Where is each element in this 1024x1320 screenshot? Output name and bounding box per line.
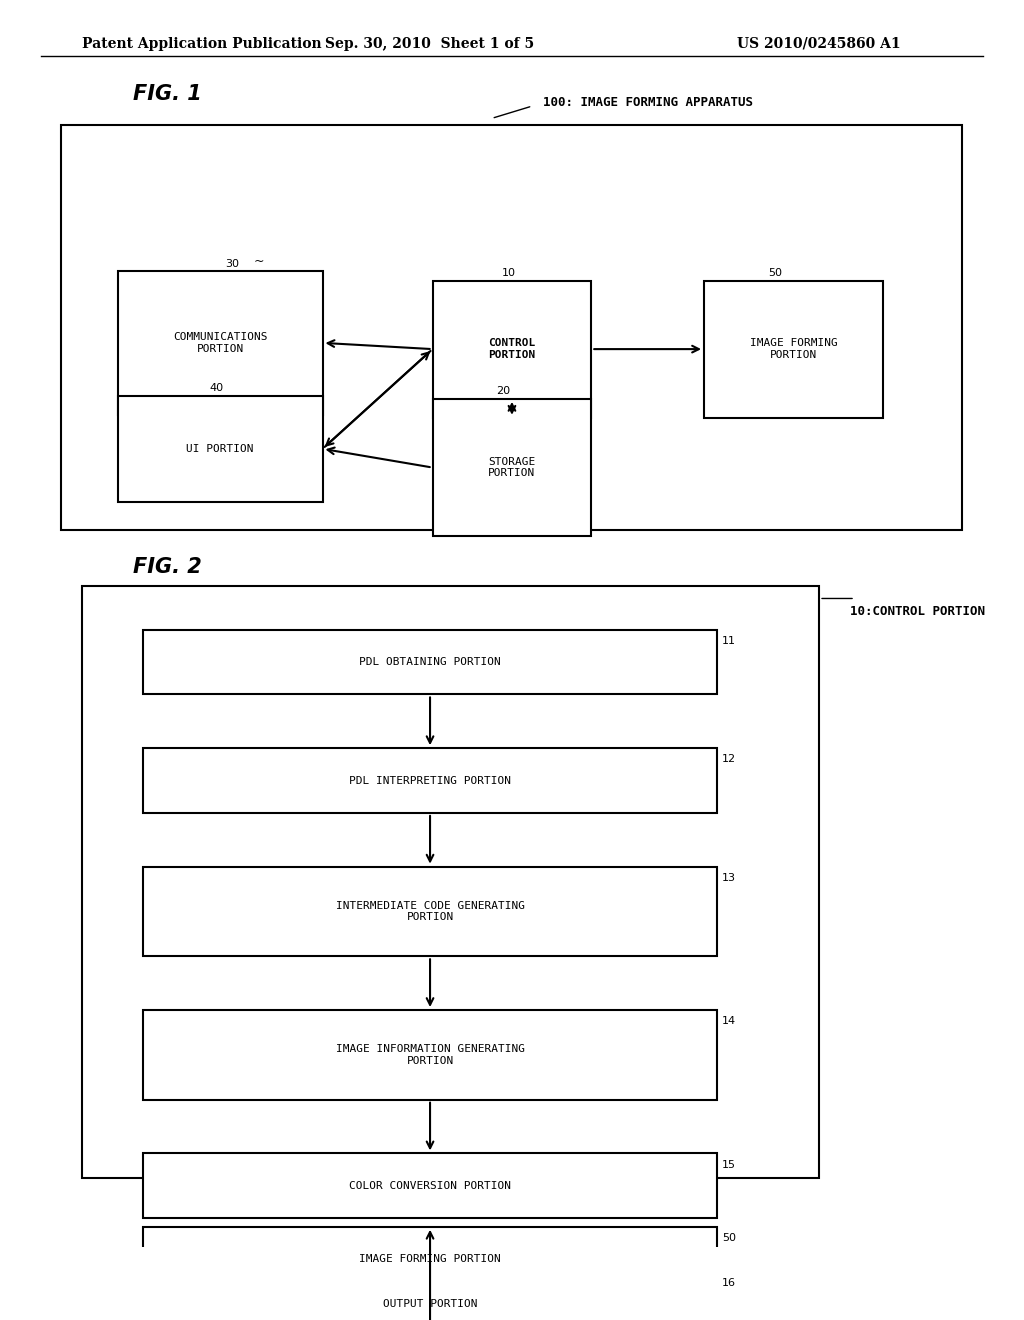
FancyBboxPatch shape xyxy=(703,281,883,417)
Text: IMAGE FORMING PORTION: IMAGE FORMING PORTION xyxy=(359,1254,501,1265)
FancyBboxPatch shape xyxy=(143,1271,717,1320)
Text: 100: IMAGE FORMING APPARATUS: 100: IMAGE FORMING APPARATUS xyxy=(543,96,753,108)
Text: 30: 30 xyxy=(225,259,240,269)
Text: Sep. 30, 2010  Sheet 1 of 5: Sep. 30, 2010 Sheet 1 of 5 xyxy=(326,37,535,50)
FancyBboxPatch shape xyxy=(143,1154,717,1218)
Text: UI PORTION: UI PORTION xyxy=(186,444,254,454)
Text: CONTROL
PORTION: CONTROL PORTION xyxy=(488,338,536,360)
Text: 50: 50 xyxy=(768,268,782,279)
Text: ~: ~ xyxy=(254,255,264,268)
Text: FIG. 1: FIG. 1 xyxy=(133,83,202,103)
FancyBboxPatch shape xyxy=(143,630,717,694)
Text: 12: 12 xyxy=(722,754,736,764)
Text: STORAGE
PORTION: STORAGE PORTION xyxy=(488,457,536,478)
FancyBboxPatch shape xyxy=(143,1010,717,1100)
FancyBboxPatch shape xyxy=(432,281,591,417)
FancyBboxPatch shape xyxy=(143,1226,717,1292)
Text: IMAGE INFORMATION GENERATING
PORTION: IMAGE INFORMATION GENERATING PORTION xyxy=(336,1044,524,1065)
Text: 16: 16 xyxy=(722,1278,736,1288)
Text: 40: 40 xyxy=(210,383,224,393)
FancyBboxPatch shape xyxy=(432,399,591,536)
Text: 10: 10 xyxy=(502,268,516,279)
Text: INTERMEDIATE CODE GENERATING
PORTION: INTERMEDIATE CODE GENERATING PORTION xyxy=(336,900,524,923)
FancyBboxPatch shape xyxy=(61,124,963,529)
Text: FIG. 2: FIG. 2 xyxy=(133,557,202,577)
Text: 50: 50 xyxy=(722,1233,736,1243)
Text: IMAGE FORMING
PORTION: IMAGE FORMING PORTION xyxy=(750,338,838,360)
Text: 13: 13 xyxy=(722,873,736,883)
Text: 11: 11 xyxy=(722,636,736,645)
Text: COLOR CONVERSION PORTION: COLOR CONVERSION PORTION xyxy=(349,1180,511,1191)
Text: 14: 14 xyxy=(722,1016,736,1026)
Text: US 2010/0245860 A1: US 2010/0245860 A1 xyxy=(737,37,901,50)
FancyBboxPatch shape xyxy=(143,748,717,813)
Text: PDL INTERPRETING PORTION: PDL INTERPRETING PORTION xyxy=(349,776,511,785)
Text: PDL OBTAINING PORTION: PDL OBTAINING PORTION xyxy=(359,657,501,667)
FancyBboxPatch shape xyxy=(118,396,323,502)
FancyBboxPatch shape xyxy=(82,586,819,1179)
Text: 20: 20 xyxy=(497,387,511,396)
FancyBboxPatch shape xyxy=(143,866,717,956)
FancyBboxPatch shape xyxy=(118,271,323,414)
Text: 10:CONTROL PORTION: 10:CONTROL PORTION xyxy=(850,605,985,618)
Text: 15: 15 xyxy=(722,1159,736,1170)
Text: COMMUNICATIONS
PORTION: COMMUNICATIONS PORTION xyxy=(173,333,267,354)
Text: Patent Application Publication: Patent Application Publication xyxy=(82,37,322,50)
Text: OUTPUT PORTION: OUTPUT PORTION xyxy=(383,1299,477,1309)
